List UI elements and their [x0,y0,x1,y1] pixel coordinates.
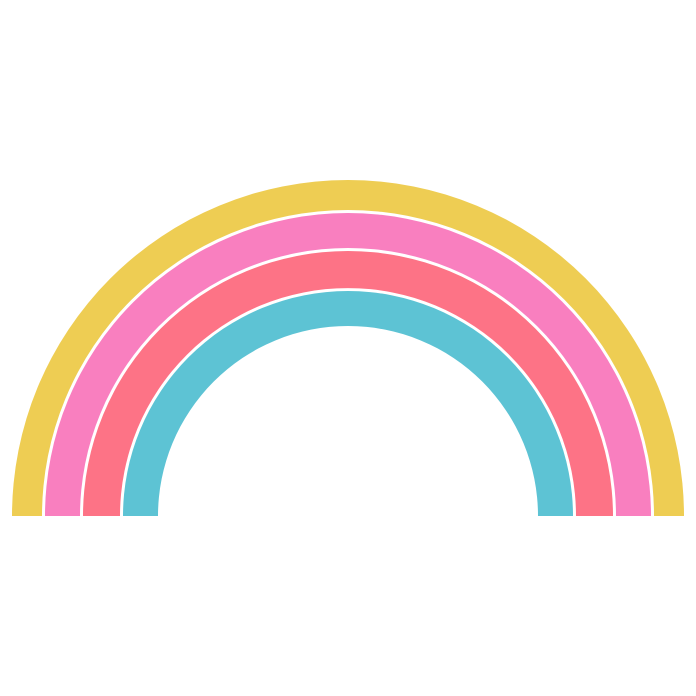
blue-band [123,291,573,516]
pink-band [45,213,651,516]
rainbow-bands [12,180,684,516]
coral-band [83,251,613,516]
